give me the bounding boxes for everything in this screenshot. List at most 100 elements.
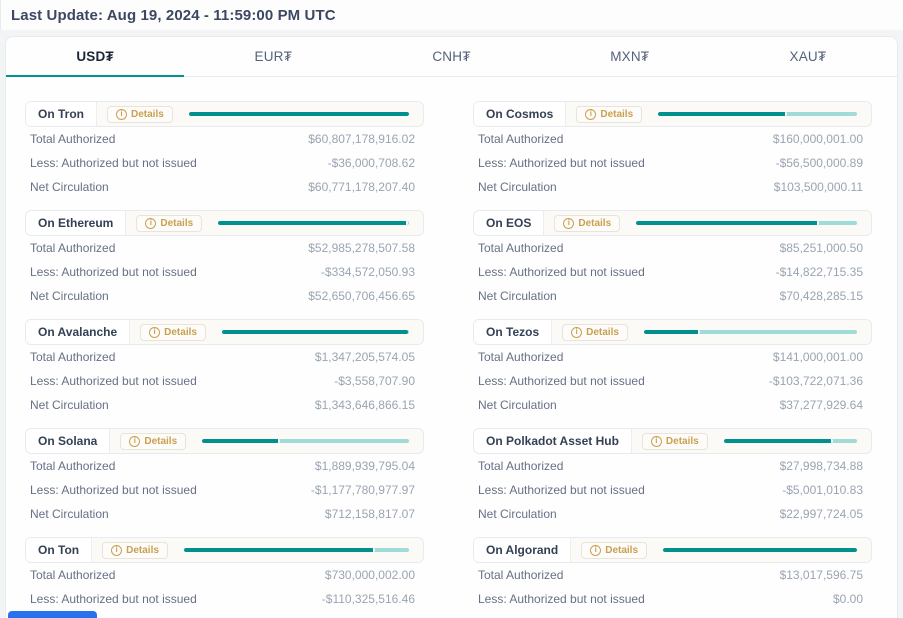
total-authorized-label: Total Authorized [478, 568, 564, 582]
details-button[interactable]: i Details [641, 432, 708, 450]
chain-card-header: On Tron i Details [25, 101, 424, 127]
tab-xaut[interactable]: XAU₮ [719, 37, 897, 77]
progress-fill [636, 221, 819, 225]
details-button[interactable]: i Details [120, 432, 187, 450]
total-authorized-row: Total Authorized $730,000,002.00 [25, 563, 424, 587]
circulation-progress-bar [188, 112, 409, 116]
tab-mxnt[interactable]: MXN₮ [541, 37, 719, 77]
details-label: Details [578, 217, 612, 229]
info-icon: i [571, 326, 583, 338]
chain-card-ethereum: On Ethereum i Details Total Authorized $… [25, 210, 424, 308]
progress-fill [221, 330, 409, 334]
details-button[interactable]: i Details [136, 214, 203, 232]
chain-card-header: On Ethereum i Details [25, 210, 424, 236]
chain-card-header: On Solana i Details [25, 428, 424, 454]
bottom-partial-widget[interactable] [8, 611, 97, 618]
less-authorized-label: Less: Authorized but not issued [30, 265, 197, 279]
total-authorized-value: $52,985,278,507.58 [308, 241, 415, 255]
info-icon: i [111, 544, 123, 556]
total-authorized-row: Total Authorized $13,017,596.75 [473, 563, 872, 587]
chain-card-tezos: On Tezos i Details Total Authorized $141… [473, 319, 872, 417]
info-icon: i [650, 435, 662, 447]
net-circulation-label: Net Circulation [30, 289, 109, 303]
less-authorized-label: Less: Authorized but not issued [30, 156, 197, 170]
less-authorized-row: Less: Authorized but not issued -$14,822… [473, 260, 872, 284]
chain-card-eos: On EOS i Details Total Authorized $85,25… [473, 210, 872, 308]
total-authorized-row: Total Authorized $52,985,278,507.58 [25, 236, 424, 260]
total-authorized-row: Total Authorized $60,807,178,916.02 [25, 127, 424, 151]
last-update-bar: Last Update: Aug 19, 2024 - 11:59:00 PM … [0, 0, 903, 30]
details-button[interactable]: i Details [107, 105, 173, 123]
tab-cnht[interactable]: CNH₮ [362, 37, 540, 77]
chain-name: On Tezos [474, 320, 553, 344]
tab-usdt[interactable]: USD₮ [6, 37, 185, 77]
net-circulation-row: Net Circulation $60,771,178,207.40 [25, 175, 424, 199]
net-circulation-value: $60,771,178,207.40 [308, 180, 415, 194]
progress-fill [183, 548, 375, 552]
less-authorized-row: Less: Authorized but not issued -$5,001,… [473, 478, 872, 502]
circulation-progress-bar [218, 221, 409, 225]
less-authorized-row: Less: Authorized but not issued -$1,177,… [25, 478, 424, 502]
less-authorized-value: -$334,572,050.93 [320, 265, 415, 279]
circulation-progress-bar [202, 439, 409, 443]
chain-name: On Ton [26, 538, 93, 562]
chain-card-header: On EOS i Details [473, 210, 872, 236]
less-authorized-row: Less: Authorized but not issued -$334,57… [25, 260, 424, 284]
transparency-panel: USD₮ EUR₮ CNH₮ MXN₮ XAU₮ On Tron i Details T… [5, 36, 898, 618]
details-button[interactable]: i Details [102, 541, 168, 559]
net-circulation-label: Net Circulation [478, 289, 557, 303]
total-authorized-label: Total Authorized [30, 459, 116, 473]
total-authorized-label: Total Authorized [30, 350, 116, 364]
net-circulation-value: $619,674,485.54 [325, 616, 415, 618]
details-button[interactable]: i Details [576, 105, 643, 123]
circulation-progress-bar [636, 221, 857, 225]
net-circulation-label: Net Circulation [30, 507, 109, 521]
less-authorized-value: $0.00 [832, 592, 863, 606]
details-label: Details [586, 326, 619, 338]
progress-fill [202, 439, 281, 443]
details-button[interactable]: i Details [581, 541, 648, 559]
net-circulation-label: Net Circulation [30, 398, 109, 412]
details-button[interactable]: i Details [140, 323, 206, 341]
net-circulation-value: $52,650,706,456.65 [308, 289, 415, 303]
info-icon: i [563, 217, 575, 229]
total-authorized-label: Total Authorized [478, 241, 564, 255]
chain-card-header: On Algorand i Details [473, 537, 872, 563]
details-label: Details [131, 108, 164, 120]
progress-track [183, 548, 409, 552]
net-circulation-row: Net Circulation $70,428,285.15 [473, 284, 872, 308]
tab-eurt[interactable]: EUR₮ [184, 37, 362, 77]
chain-card-cosmos: On Cosmos i Details Total Authorized $16… [473, 101, 872, 199]
total-authorized-label: Total Authorized [478, 350, 564, 364]
total-authorized-row: Total Authorized $27,998,734.88 [473, 454, 872, 478]
net-circulation-row: Net Circulation $1,343,646,866.15 [25, 393, 424, 417]
info-icon: i [129, 435, 141, 447]
net-circulation-row: Net Circulation $22,997,724.05 [473, 502, 872, 526]
circulation-progress-bar [663, 548, 857, 552]
progress-fill [218, 221, 408, 225]
chain-card-polkadot-asset-hub: On Polkadot Asset Hub i Details Total Au… [473, 428, 872, 526]
details-button[interactable]: i Details [562, 323, 628, 341]
progress-track [636, 221, 857, 225]
circulation-progress-bar [723, 439, 857, 443]
total-authorized-value: $1,347,205,574.05 [314, 350, 415, 364]
less-authorized-value: -$5,001,010.83 [782, 483, 863, 497]
total-authorized-row: Total Authorized $1,347,205,574.05 [25, 345, 424, 369]
less-authorized-label: Less: Authorized but not issued [478, 156, 645, 170]
details-label: Details [160, 217, 194, 229]
chain-name: On Algorand [474, 538, 572, 562]
less-authorized-value: -$3,558,707.90 [334, 374, 415, 388]
progress-track [221, 330, 409, 334]
net-circulation-value: $712,158,817.07 [324, 507, 415, 521]
chain-name: On Solana [26, 429, 111, 453]
net-circulation-row: Net Circulation $712,158,817.07 [25, 502, 424, 526]
total-authorized-row: Total Authorized $160,000,001.00 [473, 127, 872, 151]
progress-track [188, 112, 409, 116]
progress-fill [663, 548, 857, 552]
less-authorized-label: Less: Authorized but not issued [30, 483, 197, 497]
info-icon: i [590, 544, 602, 556]
circulation-progress-bar [183, 548, 409, 552]
info-icon: i [145, 217, 157, 229]
details-button[interactable]: i Details [554, 214, 621, 232]
details-label: Details [144, 435, 178, 447]
